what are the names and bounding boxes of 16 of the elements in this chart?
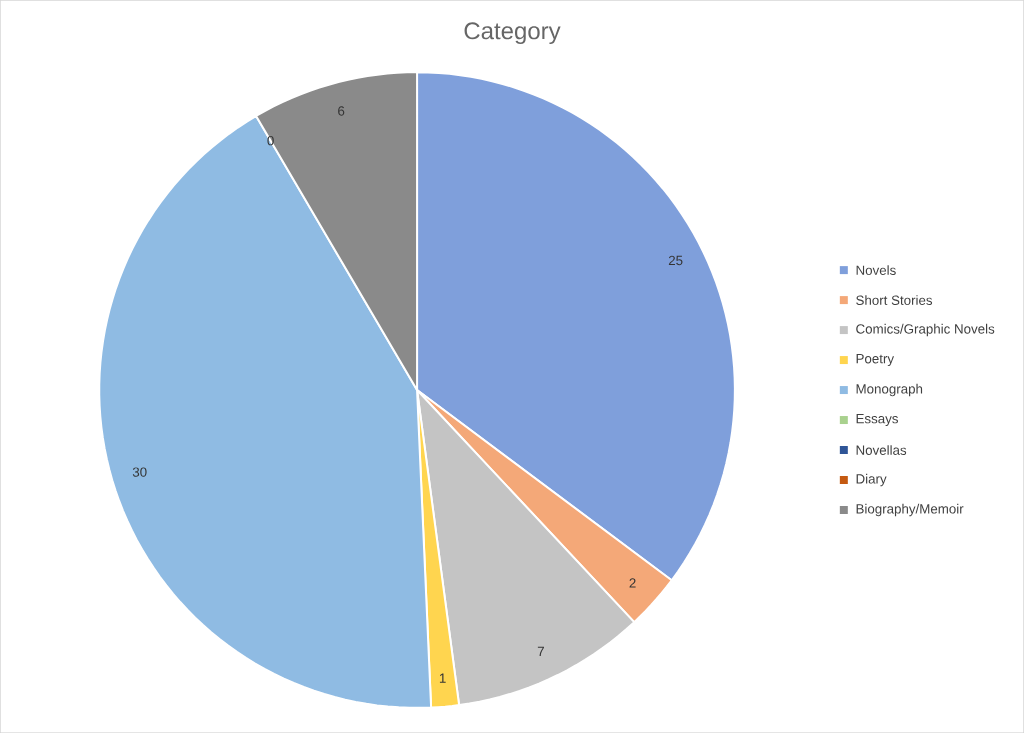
legend-label: Essays: [856, 414, 899, 426]
data-label: 1: [439, 673, 446, 683]
legend-label: Biography/Memoir: [856, 503, 964, 517]
chart-title: Category: [464, 22, 561, 45]
legend-label: Novellas: [856, 445, 907, 455]
legend-label: Diary: [856, 473, 887, 487]
legend-label: Comics/Graphic Novels: [856, 323, 995, 337]
data-label: 30: [132, 467, 147, 477]
legend-label: Short Stories: [856, 295, 933, 305]
legend-label: Poetry: [856, 354, 895, 366]
legend-label: Novels: [856, 265, 896, 275]
data-label: 7: [537, 646, 544, 656]
legend-label: Monograph: [856, 383, 923, 397]
data-label: 2: [629, 578, 636, 588]
data-label: 6: [338, 106, 345, 116]
data-label: 25: [668, 255, 683, 266]
